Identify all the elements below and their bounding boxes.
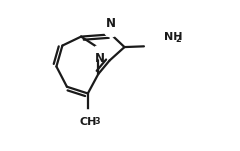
Text: CH: CH [79,117,96,127]
Circle shape [157,30,171,43]
Circle shape [104,23,118,37]
Circle shape [93,45,107,59]
Circle shape [81,110,95,123]
Text: NH: NH [164,32,183,42]
Text: 3: 3 [94,117,100,126]
Text: N: N [106,17,116,30]
Text: 2: 2 [175,35,180,44]
Text: N: N [95,52,105,65]
